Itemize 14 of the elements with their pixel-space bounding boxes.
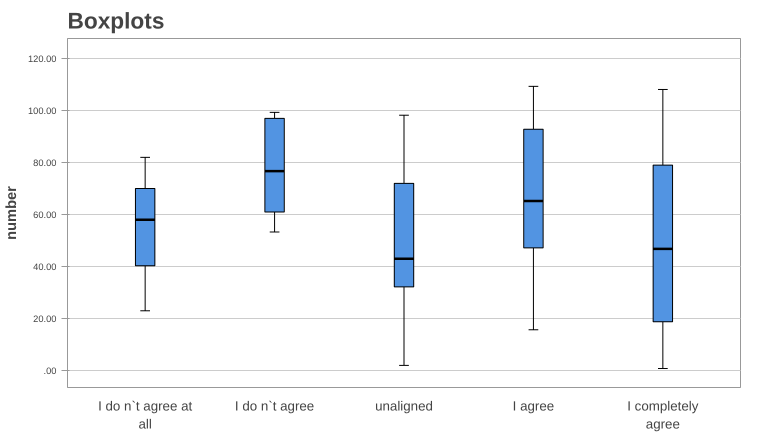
y-tick-label: .00 — [44, 366, 56, 376]
x-tick-label: I do n`t agree — [234, 398, 314, 414]
y-tick-label: 100.00 — [28, 106, 56, 116]
chart-title: Boxplots — [68, 8, 164, 34]
x-tick-label: unaligned — [375, 398, 433, 414]
y-tick-label: 40.00 — [33, 262, 56, 272]
y-tick-label: 80.00 — [33, 158, 56, 168]
x-tick-label: I do n`t agree at all — [98, 398, 192, 432]
y-axis-title: number — [4, 186, 20, 240]
y-tick-label: 20.00 — [33, 314, 56, 324]
y-tick-label: 120.00 — [28, 54, 56, 64]
x-tick-label: I agree — [512, 398, 554, 414]
y-tick-label: 60.00 — [33, 210, 56, 220]
x-tick-label: I completely agree — [627, 398, 699, 432]
